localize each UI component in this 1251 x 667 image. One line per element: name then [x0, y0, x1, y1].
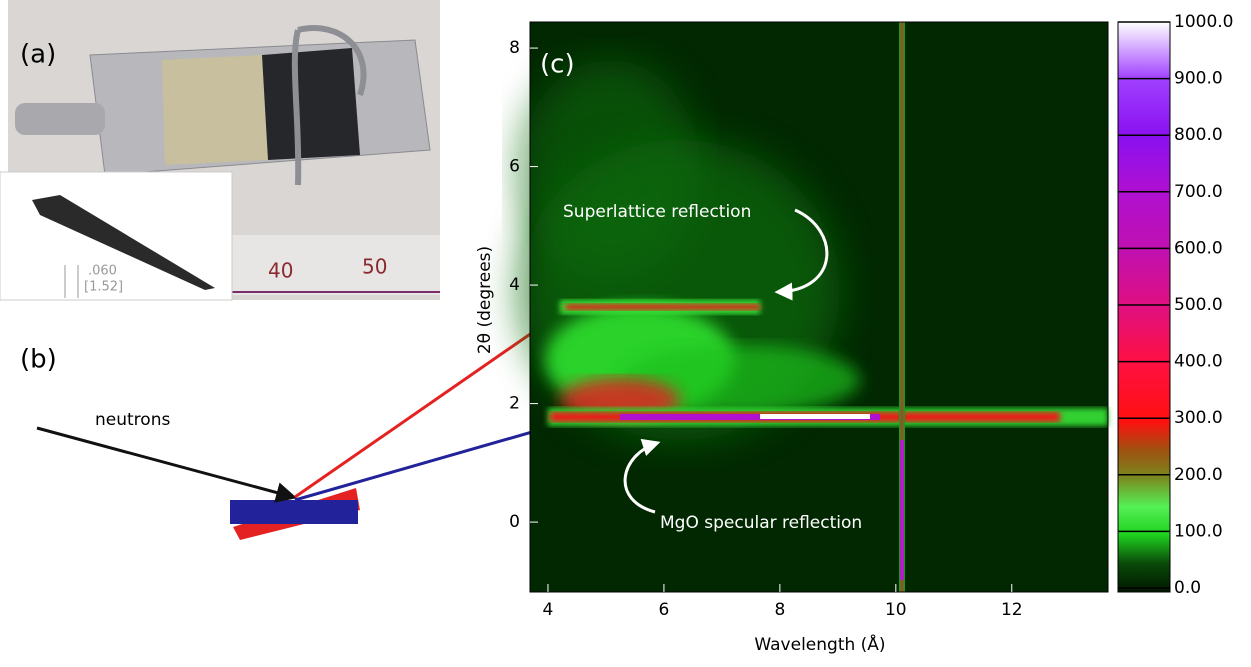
y-tick-label: 0	[509, 512, 520, 532]
colorbar-tick-label: 0.0	[1174, 578, 1201, 598]
colorbar	[1117, 21, 1171, 593]
colorbar-tick-label: 200.0	[1174, 465, 1223, 485]
annotation-arrow	[774, 208, 829, 301]
dimension-label: .060	[88, 264, 117, 279]
colorbar-tick-label: 100.0	[1174, 521, 1223, 541]
heatmap	[520, 21, 1109, 593]
x-tick-label: 6	[659, 600, 670, 620]
y-tick-label: 2	[509, 394, 520, 414]
colorbar-tick-label: 800.0	[1174, 125, 1223, 145]
y-tick-label: 4	[509, 275, 520, 295]
ruler-mark: 50	[362, 255, 387, 279]
scattering-diagram	[36, 309, 566, 540]
colorbar-tick-label: 900.0	[1174, 69, 1223, 89]
annotation: MgO specular reflection	[660, 513, 862, 533]
x-axis-label: Wavelength (Å)	[754, 633, 885, 655]
x-tick-label: 8	[774, 600, 785, 620]
colorbar-tick-label: 1000.0	[1174, 12, 1233, 32]
dimension-label: [1.52]	[84, 280, 123, 295]
colorbar-tick-label: 400.0	[1174, 352, 1223, 372]
annotation: Superlattice reflection	[563, 202, 751, 222]
colorbar-tick-label: 500.0	[1174, 295, 1223, 315]
annotation-arrow	[623, 438, 661, 514]
y-tick-label: 8	[509, 38, 520, 58]
colorbar-tick-label: 600.0	[1174, 238, 1223, 258]
photo	[0, 0, 440, 301]
panel-label: (a)	[20, 40, 56, 70]
colorbar-tick-label: 700.0	[1174, 182, 1223, 202]
y-axis-label: 2θ (degrees)	[475, 246, 495, 354]
panel-label: (c)	[540, 50, 575, 80]
panel-label: (b)	[20, 345, 57, 375]
x-tick-label: 10	[885, 600, 907, 620]
ruler-mark: 40	[268, 259, 293, 283]
y-tick-label: 6	[509, 157, 520, 177]
beam-label: neutrons	[95, 410, 170, 430]
x-tick-label: 12	[1001, 600, 1023, 620]
x-tick-label: 4	[543, 600, 554, 620]
colorbar-tick-label: 300.0	[1174, 408, 1223, 428]
